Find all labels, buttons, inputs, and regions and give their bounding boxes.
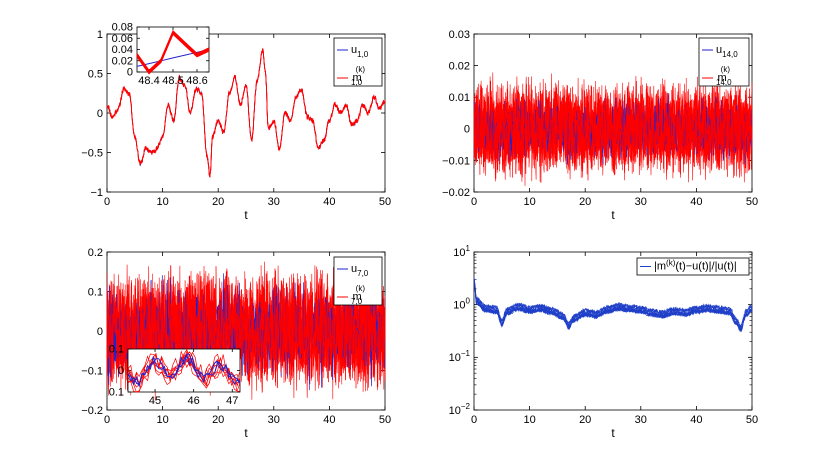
x-tick-label: 20 [212, 196, 224, 208]
x-tick-label: 30 [268, 414, 280, 426]
legend-box [636, 257, 750, 276]
inset-x-tick-label: 48.4 [138, 75, 159, 87]
x-tick-label: 50 [746, 196, 758, 208]
panel-top-right: 0 10 20 30 40 50 −0.02 −0.01 0 0.01 0.02 0.03 t u14,0… [442, 29, 758, 222]
y-tick-label: −0.02 [442, 187, 470, 199]
legend-label-u: u7,0 [351, 263, 369, 278]
inset-y-tick-label: 0.04 [112, 44, 133, 56]
y-tick-label: −1 [90, 187, 103, 199]
y-tick-label: 10−1 [449, 349, 471, 364]
legend-label-u: u1,0 [351, 44, 369, 59]
x-tick-label: 40 [690, 414, 702, 426]
series-relative-error [473, 279, 753, 333]
x-tick-label: 50 [746, 414, 758, 426]
y-tick-label: 10−2 [449, 402, 471, 417]
legend-label-error: |m(k)(t)−u(t)|/|u(t)| [654, 259, 737, 273]
panel-bottom-right: 0 10 20 30 40 50 10−2 10−1 100 101 t |m(k)(t)−u(t)|… [449, 244, 759, 440]
x-tick-label: 10 [523, 414, 535, 426]
x-tick-label: 30 [635, 196, 647, 208]
inset-x-tick-label: 47 [226, 395, 238, 407]
inset-y-tick-label: 0.06 [112, 33, 133, 45]
series-m-ensemble [473, 83, 753, 178]
x-tick-label: 30 [635, 414, 647, 426]
y-tick-label: 0 [464, 124, 470, 136]
inset-y-tick-label: 0 [127, 67, 133, 79]
x-tick-label: 0 [471, 414, 477, 426]
x-tick-label: 50 [379, 414, 391, 426]
x-tick-label: 20 [212, 414, 224, 426]
legend-box [698, 37, 750, 87]
inset-y-tick-label: 0.08 [112, 22, 133, 34]
x-tick-label: 10 [156, 196, 168, 208]
x-tick-label: 20 [579, 414, 591, 426]
y-tick-label: −0.1 [81, 365, 103, 377]
axes-box [473, 251, 753, 411]
inset-series-m [136, 30, 210, 72]
x-tick-label: 40 [690, 196, 702, 208]
y-tick-label: 0 [97, 108, 103, 120]
y-tick-label: 0.1 [88, 286, 103, 298]
legend-label-m: m(k) 7,0 [351, 284, 365, 306]
inset-y-tick-label: 0 [118, 365, 124, 377]
series-relative-error [473, 277, 753, 329]
legend-label-m: m(k) 1,0 [351, 65, 365, 87]
y-tick-label: 0.01 [449, 92, 470, 104]
inset-y-tick-label: 0.1 [109, 387, 124, 399]
inset-series-u [127, 353, 241, 389]
y-tick-label: 100 [453, 297, 470, 312]
y-tick-label: 0.03 [449, 29, 470, 41]
y-tick-label: −0.2 [81, 405, 103, 417]
y-tick-label: −0.01 [442, 155, 470, 167]
x-tick-label: 0 [104, 196, 110, 208]
series-m-1-0 [106, 48, 386, 178]
x-axis-label: t [244, 208, 248, 222]
inset-x-tick-label: 46 [188, 395, 200, 407]
x-axis-label: t [611, 426, 615, 440]
y-tick-label: −0.5 [81, 147, 103, 159]
y-tick-label: 0 [97, 326, 103, 338]
x-tick-label: 10 [523, 196, 535, 208]
inset-x-tick-label: 48.6 [186, 75, 207, 87]
inset-x-tick-label: 45 [149, 395, 161, 407]
y-tick-label: 0.5 [88, 68, 103, 80]
inset-y-tick-label: 0.02 [112, 55, 133, 67]
legend-label-m: m(k) 14,0 [716, 65, 732, 87]
x-axis-label: t [611, 208, 615, 222]
panel-bottom-left: 0 10 20 30 40 50 −0.2 −0.1 0 0.1 0.2 t 45 46 47 0.1 0 0.1… [81, 247, 391, 440]
x-tick-label: 40 [323, 414, 335, 426]
inset-series-u [136, 49, 210, 67]
series-m-ensemble [106, 266, 386, 392]
y-tick-label: 0.2 [88, 247, 103, 259]
y-tick-label: 0.02 [449, 60, 470, 72]
y-tick-label: 1 [97, 29, 103, 41]
x-axis-label: t [244, 426, 248, 440]
inset-y-tick-label: 0.1 [109, 344, 124, 356]
x-tick-label: 30 [268, 196, 280, 208]
x-tick-label: 10 [156, 414, 168, 426]
x-tick-label: 40 [323, 196, 335, 208]
x-tick-label: 20 [579, 196, 591, 208]
legend-label-u: u14,0 [716, 44, 738, 59]
x-tick-label: 0 [104, 414, 110, 426]
inset-x-tick-label: 48.5 [162, 75, 183, 87]
inset-series-u [127, 354, 241, 387]
x-tick-label: 50 [379, 196, 391, 208]
y-tick-label: 101 [453, 244, 470, 259]
x-tick-label: 0 [471, 196, 477, 208]
